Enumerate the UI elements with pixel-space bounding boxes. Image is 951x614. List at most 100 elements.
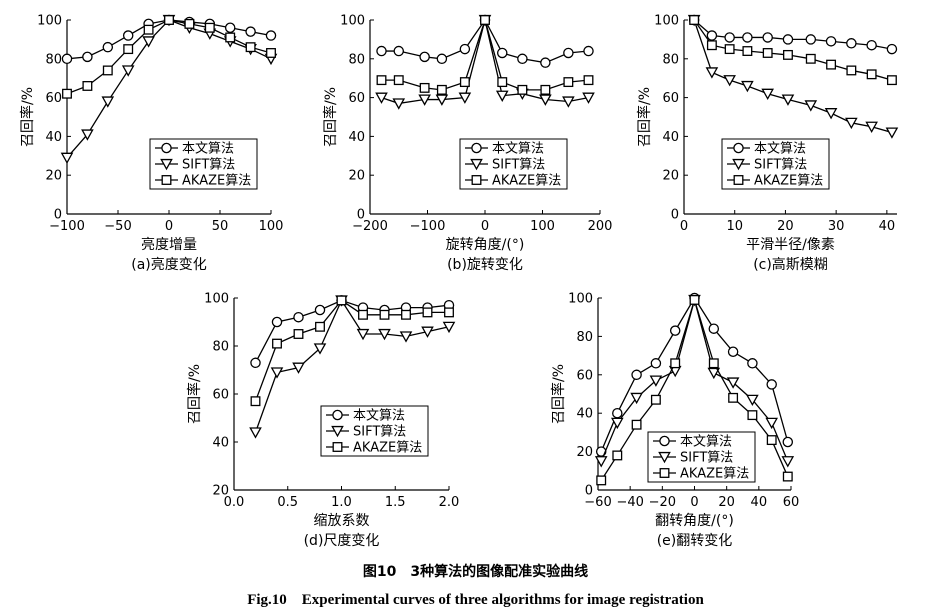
y-tick-label: 60: [212, 388, 229, 403]
data-point: [612, 450, 623, 461]
data-point: [393, 75, 404, 86]
y-tick-label: 40: [212, 436, 229, 451]
data-point: [356, 328, 370, 341]
series-line: [254, 299, 450, 433]
data-point: [866, 39, 877, 51]
legend-marker: [161, 142, 172, 154]
y-tick-label: 100: [340, 14, 365, 29]
data-point: [375, 92, 388, 104]
legend-label: SIFT算法: [353, 425, 406, 440]
data-point: [781, 94, 795, 106]
data-point: [496, 47, 508, 59]
data-point: [865, 121, 878, 133]
data-point: [419, 51, 430, 63]
data-point: [708, 323, 720, 334]
series-line: [254, 299, 449, 402]
legend-label: AKAZE算法: [754, 174, 823, 189]
series-3: [62, 15, 276, 99]
data-point: [689, 294, 700, 305]
x-tick-label: 60: [783, 495, 800, 510]
y-tick-label: 100: [568, 292, 593, 307]
data-point: [562, 96, 575, 108]
data-point: [314, 304, 326, 316]
x-tick-label: 0: [680, 219, 688, 234]
data-point: [272, 338, 282, 349]
data-point: [782, 436, 794, 448]
legend-marker: [160, 158, 173, 171]
y-tick-label: 0: [671, 208, 679, 223]
legend-label: SIFT算法: [754, 158, 807, 173]
y-tick-label: 80: [662, 52, 679, 67]
legend-marker: [732, 158, 745, 171]
figure-caption-en: Fig.10 Experimental curves of three algo…: [247, 592, 704, 608]
data-point: [866, 69, 877, 80]
legend-marker: [332, 409, 343, 421]
x-axis-label: 亮度增量: [141, 236, 197, 253]
data-point: [245, 26, 256, 37]
data-point: [706, 40, 717, 51]
data-point: [596, 475, 607, 486]
series-2: [375, 14, 595, 110]
panel-subcaption: (d)尺度变化: [304, 533, 380, 549]
legend-marker: [659, 435, 670, 447]
series-line: [600, 296, 789, 452]
y-tick-label: 20: [576, 445, 593, 460]
data-point: [706, 30, 718, 41]
y-tick-label: 60: [45, 91, 62, 106]
data-point: [746, 394, 759, 407]
data-point: [336, 295, 347, 306]
data-point: [315, 321, 325, 332]
data-point: [249, 427, 262, 439]
data-point: [761, 88, 774, 100]
legend-label: AKAZE算法: [492, 174, 561, 189]
data-point: [631, 419, 642, 430]
y-axis-label: 召回率/%: [550, 364, 567, 424]
data-point: [582, 92, 595, 104]
x-tick-label: 20: [718, 495, 735, 510]
x-tick-label: −20: [649, 495, 676, 510]
legend-marker: [471, 175, 482, 185]
legend-label: 本文算法: [492, 142, 544, 157]
data-point: [705, 67, 719, 79]
data-point: [885, 127, 899, 139]
series-line: [66, 19, 272, 95]
legend-marker: [470, 158, 483, 171]
x-tick-label: −40: [616, 495, 643, 510]
data-point: [583, 75, 594, 86]
data-point: [631, 369, 642, 381]
series-line: [693, 19, 893, 81]
series-3: [250, 295, 454, 407]
y-tick-label: 0: [585, 484, 593, 499]
y-axis-label: 召回率/%: [186, 364, 203, 424]
data-point: [224, 22, 236, 34]
legend-label: AKAZE算法: [182, 174, 251, 189]
data-point: [563, 47, 574, 59]
data-point: [61, 53, 73, 65]
legend-label: SIFT算法: [492, 158, 545, 173]
data-point: [825, 36, 837, 47]
y-tick-label: 60: [662, 91, 679, 106]
y-tick-label: 20: [212, 484, 229, 499]
x-tick-label: 100: [530, 219, 555, 234]
x-tick-label: −200: [352, 219, 388, 234]
data-point: [540, 84, 551, 95]
series-3: [689, 15, 897, 86]
data-point: [459, 77, 470, 88]
x-tick-label: 40: [879, 219, 896, 234]
y-tick-label: 80: [212, 340, 229, 355]
y-tick-label: 80: [348, 52, 365, 67]
data-point: [826, 59, 837, 70]
data-point: [458, 92, 472, 104]
data-point: [583, 45, 594, 57]
data-point: [612, 407, 623, 419]
data-point: [846, 38, 857, 49]
data-point: [62, 88, 72, 99]
data-point: [459, 43, 471, 55]
legend-marker: [658, 451, 671, 464]
data-point: [804, 100, 818, 112]
x-tick-label: −100: [410, 219, 446, 234]
data-point: [517, 53, 528, 65]
y-tick-label: 60: [576, 368, 593, 383]
